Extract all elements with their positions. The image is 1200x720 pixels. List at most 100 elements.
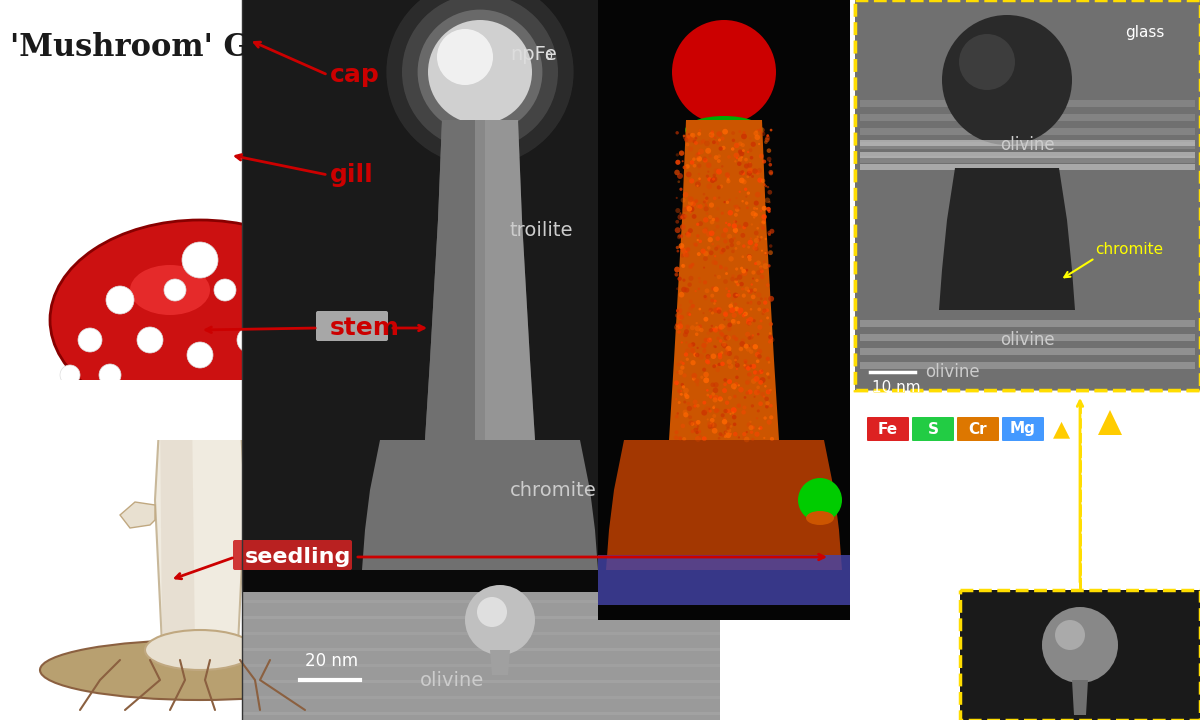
Circle shape xyxy=(696,222,700,226)
Circle shape xyxy=(762,160,766,163)
Circle shape xyxy=(701,376,703,379)
Circle shape xyxy=(798,478,842,522)
Circle shape xyxy=(757,129,758,131)
Circle shape xyxy=(691,304,695,308)
Circle shape xyxy=(732,415,734,417)
Circle shape xyxy=(702,228,708,233)
Bar xyxy=(860,142,1195,149)
Text: Mg: Mg xyxy=(1010,421,1036,436)
Circle shape xyxy=(677,235,682,239)
Circle shape xyxy=(702,156,707,161)
Circle shape xyxy=(718,353,722,357)
Circle shape xyxy=(721,248,726,253)
Circle shape xyxy=(725,422,731,428)
Circle shape xyxy=(728,363,731,366)
Circle shape xyxy=(713,395,719,400)
Circle shape xyxy=(716,245,720,249)
Bar xyxy=(242,680,720,683)
Circle shape xyxy=(678,401,680,404)
Circle shape xyxy=(766,372,769,376)
Circle shape xyxy=(730,413,732,415)
Circle shape xyxy=(703,227,708,232)
Circle shape xyxy=(703,256,708,261)
Circle shape xyxy=(732,312,737,318)
Circle shape xyxy=(718,328,721,332)
Circle shape xyxy=(764,185,767,187)
Circle shape xyxy=(679,304,682,307)
Circle shape xyxy=(714,346,716,348)
Circle shape xyxy=(739,347,743,351)
Circle shape xyxy=(702,436,707,441)
Circle shape xyxy=(764,138,769,143)
Circle shape xyxy=(761,250,763,252)
Circle shape xyxy=(745,346,751,352)
Text: Fe: Fe xyxy=(878,421,898,436)
Circle shape xyxy=(724,335,730,341)
Circle shape xyxy=(713,197,716,200)
Circle shape xyxy=(767,148,772,153)
Circle shape xyxy=(733,205,736,207)
Circle shape xyxy=(694,243,698,247)
Circle shape xyxy=(745,366,748,369)
Circle shape xyxy=(697,142,700,144)
Circle shape xyxy=(751,438,755,441)
Circle shape xyxy=(748,289,752,294)
Circle shape xyxy=(732,415,737,420)
Circle shape xyxy=(727,234,732,239)
Circle shape xyxy=(685,325,690,329)
Circle shape xyxy=(698,179,701,181)
Circle shape xyxy=(78,328,102,352)
Circle shape xyxy=(746,175,749,178)
Circle shape xyxy=(679,150,684,156)
Circle shape xyxy=(689,300,692,304)
Circle shape xyxy=(727,351,732,356)
Circle shape xyxy=(719,264,722,267)
Circle shape xyxy=(764,197,770,203)
Circle shape xyxy=(713,364,716,368)
Circle shape xyxy=(712,423,716,428)
Circle shape xyxy=(719,146,722,150)
Circle shape xyxy=(701,343,707,348)
Bar xyxy=(242,570,720,592)
Circle shape xyxy=(708,215,713,219)
Circle shape xyxy=(764,252,767,254)
Circle shape xyxy=(676,398,678,400)
Circle shape xyxy=(727,428,731,433)
Circle shape xyxy=(734,337,738,341)
Circle shape xyxy=(738,142,743,146)
Ellipse shape xyxy=(293,605,318,611)
Circle shape xyxy=(695,290,697,292)
Circle shape xyxy=(707,171,709,173)
Circle shape xyxy=(738,436,740,438)
Circle shape xyxy=(760,297,763,300)
Circle shape xyxy=(768,335,773,339)
Circle shape xyxy=(725,222,727,224)
Circle shape xyxy=(727,326,732,331)
Circle shape xyxy=(767,186,769,189)
Polygon shape xyxy=(245,502,280,528)
Circle shape xyxy=(739,171,743,175)
Circle shape xyxy=(724,382,727,386)
Circle shape xyxy=(734,307,739,311)
Circle shape xyxy=(748,336,751,340)
Circle shape xyxy=(683,413,689,418)
Circle shape xyxy=(739,282,744,287)
Circle shape xyxy=(715,236,720,240)
Circle shape xyxy=(697,426,700,428)
Circle shape xyxy=(752,370,757,375)
Circle shape xyxy=(761,369,763,372)
Circle shape xyxy=(767,157,772,161)
Circle shape xyxy=(704,140,710,146)
Text: 20 nm: 20 nm xyxy=(305,652,358,670)
Circle shape xyxy=(692,164,696,168)
Circle shape xyxy=(716,159,721,163)
Circle shape xyxy=(719,184,724,189)
Circle shape xyxy=(685,341,688,343)
Circle shape xyxy=(701,248,706,253)
Circle shape xyxy=(742,313,745,318)
Circle shape xyxy=(767,420,772,425)
Circle shape xyxy=(737,283,739,287)
Circle shape xyxy=(766,405,769,408)
Bar xyxy=(960,590,1200,720)
Circle shape xyxy=(754,201,758,206)
